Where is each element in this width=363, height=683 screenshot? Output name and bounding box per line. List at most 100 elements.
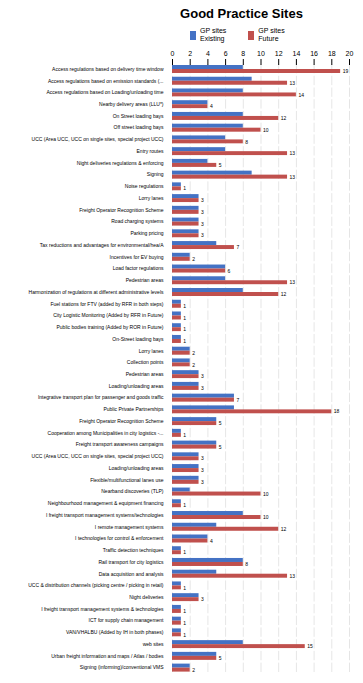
svg-text:Road charging systems: Road charging systems (111, 218, 164, 224)
svg-text:Loading/unloading areas: Loading/unloading areas (109, 383, 164, 389)
svg-text:City Logistic Monitoring (Adde: City Logistic Monitoring (Added by RFR i… (53, 312, 164, 318)
svg-text:1: 1 (183, 432, 186, 438)
svg-text:12: 12 (281, 291, 287, 297)
svg-text:8: 8 (241, 50, 245, 57)
svg-text:UCC (Area UCC, UCC on single s: UCC (Area UCC, UCC on single sites, spec… (32, 453, 164, 459)
svg-text:Pedestrian areas: Pedestrian areas (126, 277, 164, 283)
svg-text:Incentives for EV buying: Incentives for EV buying (110, 254, 164, 260)
svg-text:3: 3 (201, 221, 204, 227)
svg-text:5: 5 (219, 655, 222, 661)
svg-text:Signing (informing)/convention: Signing (informing)/conventional VMS (80, 664, 164, 670)
svg-text:13: 13 (290, 80, 296, 86)
svg-text:2: 2 (192, 667, 195, 673)
svg-text:5: 5 (219, 444, 222, 450)
svg-text:2: 2 (192, 256, 195, 262)
svg-text:7: 7 (236, 244, 239, 250)
svg-text:Pedestrian areas: Pedestrian areas (126, 371, 164, 377)
svg-text:10: 10 (263, 491, 269, 497)
svg-text:Fuel stations for FTV (added b: Fuel stations for FTV (added by RFR in b… (50, 301, 163, 307)
svg-text:Lorry lanes: Lorry lanes (139, 347, 164, 353)
svg-text:3: 3 (201, 596, 204, 602)
svg-text:4: 4 (210, 538, 213, 544)
svg-text:Off street loading bays: Off street loading bays (114, 124, 164, 130)
svg-text:1: 1 (183, 326, 186, 332)
svg-text:Night deliveries: Night deliveries (129, 594, 164, 600)
svg-text:Access regulations based on Lo: Access regulations based on Loading/unlo… (46, 89, 163, 95)
svg-text:I remote management systems: I remote management systems (95, 524, 164, 530)
svg-text:Nearby delivery areas (LLU*): Nearby delivery areas (LLU*) (99, 101, 164, 107)
svg-text:I freight transport management: I freight transport management systems &… (41, 606, 164, 612)
svg-text:Public bodies training (Added: Public bodies training (Added by ROR in … (57, 324, 164, 330)
svg-text:10: 10 (263, 514, 269, 520)
svg-text:1: 1 (183, 315, 186, 321)
svg-text:web sites: web sites (143, 641, 164, 647)
svg-text:13: 13 (290, 174, 296, 180)
svg-text:Tax reductions and advantages: Tax reductions and advantages for enviro… (40, 242, 164, 248)
svg-text:13: 13 (290, 279, 296, 285)
svg-text:1: 1 (183, 549, 186, 555)
svg-text:3: 3 (201, 373, 204, 379)
svg-text:8: 8 (245, 139, 248, 145)
svg-text:Rail transport for city logist: Rail transport for city logistics (98, 559, 164, 565)
svg-text:3: 3 (201, 209, 204, 215)
svg-text:Data acquisition and analysis: Data acquisition and analysis (99, 571, 164, 577)
svg-text:Lorry lanes: Lorry lanes (139, 195, 164, 201)
svg-text:0: 0 (171, 50, 175, 57)
svg-text:3: 3 (201, 197, 204, 203)
svg-text:20: 20 (346, 50, 354, 57)
svg-text:1: 1 (183, 338, 186, 344)
svg-text:ICT for supply chain managemen: ICT for supply chain management (89, 617, 165, 623)
svg-text:14: 14 (298, 92, 304, 98)
svg-text:Traffic detection techniques: Traffic detection techniques (103, 547, 164, 553)
svg-text:6: 6 (228, 268, 231, 274)
svg-text:Cooperation among Municipaliti: Cooperation among Municipalities in city… (48, 430, 164, 436)
svg-text:Neighbourhood management & equ: Neighbourhood management & equipment fin… (48, 500, 164, 506)
svg-text:6: 6 (224, 50, 228, 57)
svg-text:Integrative transport plan for: Integrative transport plan for passenger… (38, 394, 164, 400)
svg-text:Parking pricing: Parking pricing (130, 230, 163, 236)
svg-text:Collection points: Collection points (127, 359, 164, 365)
svg-text:I freight transport management: I freight transport management systems/t… (46, 512, 164, 518)
svg-text:5: 5 (219, 420, 222, 426)
svg-text:13: 13 (290, 573, 296, 579)
svg-text:2: 2 (192, 362, 195, 368)
svg-text:Entry routes: Entry routes (137, 148, 164, 154)
svg-text:4: 4 (210, 103, 213, 109)
svg-text:1: 1 (183, 185, 186, 191)
svg-text:12: 12 (281, 115, 287, 121)
svg-text:12: 12 (281, 526, 287, 532)
svg-text:Flexible/multifunctional lanes: Flexible/multifunctional lanes use (90, 477, 164, 483)
svg-text:Public Private Partnerships: Public Private Partnerships (103, 406, 164, 412)
svg-text:2: 2 (192, 350, 195, 356)
svg-text:5: 5 (219, 162, 222, 168)
svg-text:3: 3 (201, 455, 204, 461)
svg-text:3: 3 (201, 232, 204, 238)
svg-text:2: 2 (188, 50, 192, 57)
svg-text:12: 12 (275, 50, 283, 57)
svg-text:14: 14 (293, 50, 301, 57)
svg-text:Nearband discoveries (TLP): Nearband discoveries (TLP) (101, 488, 164, 494)
svg-text:18: 18 (328, 50, 336, 57)
svg-text:1: 1 (183, 608, 186, 614)
svg-text:1: 1 (183, 620, 186, 626)
svg-text:1: 1 (183, 502, 186, 508)
svg-text:3: 3 (201, 385, 204, 391)
svg-text:UCC (Area UCC, UCC on single s: UCC (Area UCC, UCC on single sites, spec… (32, 136, 164, 142)
svg-text:Signing: Signing (147, 171, 164, 177)
svg-text:3: 3 (201, 467, 204, 473)
svg-text:Freight Operator Recognition S: Freight Operator Recognition Scheme (79, 207, 163, 213)
svg-text:UCC & distribution channels (p: UCC & distribution channels (picking cen… (28, 582, 164, 588)
svg-text:10: 10 (257, 50, 265, 57)
svg-text:VAN/VHALBU (Added by IH in bot: VAN/VHALBU (Added by IH in both phases) (66, 629, 164, 635)
svg-text:1: 1 (183, 631, 186, 637)
svg-text:Urban freight information and: Urban freight information and maps / Atl… (51, 653, 164, 659)
svg-text:Load factor regulations: Load factor regulations (113, 265, 164, 271)
svg-text:Night deliveries regulations &: Night deliveries regulations & enforcing (77, 160, 164, 166)
svg-text:16: 16 (310, 50, 318, 57)
svg-text:On-Street loading bays: On-Street loading bays (112, 336, 164, 342)
svg-text:Freight Operator Recognition S: Freight Operator Recognition Scheme (79, 418, 163, 424)
svg-text:4: 4 (206, 50, 210, 57)
svg-text:13: 13 (290, 150, 296, 156)
svg-text:I technologies for control & e: I technologies for control & enforcement (75, 535, 164, 541)
svg-text:18: 18 (334, 408, 340, 414)
